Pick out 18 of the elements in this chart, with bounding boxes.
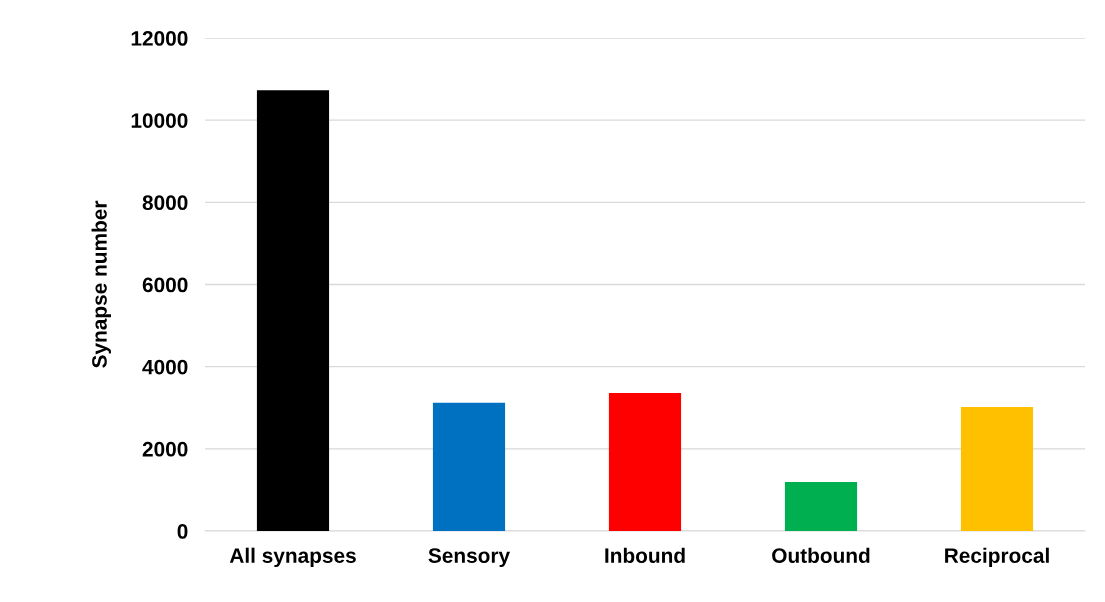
x-tick-label: All synapses — [229, 547, 356, 568]
x-tick-label: Sensory — [428, 548, 510, 568]
bar — [784, 482, 858, 531]
x-tick-label: Outbound — [772, 547, 870, 563]
y-tick-label: 2000 — [142, 441, 188, 457]
y-tick-label: 10000 — [131, 113, 188, 128]
bar — [960, 406, 1034, 531]
y-axis-title: Synapse number — [91, 200, 111, 368]
bar — [608, 392, 682, 531]
y-tick-label: 12000 — [131, 31, 188, 46]
bar — [432, 402, 506, 531]
bar — [256, 90, 330, 531]
x-tick-label: Reciprocal — [945, 547, 1049, 568]
y-tick-label: 4000 — [142, 359, 188, 375]
y-tick-label: 6000 — [142, 277, 188, 293]
y-tick-label: 8000 — [142, 195, 188, 211]
y-tick-label: 0 — [177, 524, 188, 539]
x-tick-label: Inbound — [605, 547, 685, 563]
